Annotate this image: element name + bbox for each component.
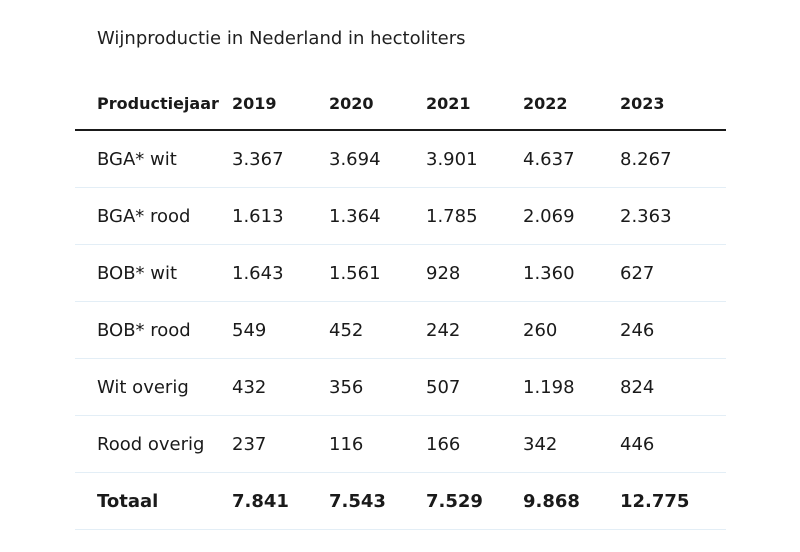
table-cell: 1.364 [329,187,426,245]
table-cell: 1.360 [523,244,620,302]
table-cell: 3.367 [232,130,329,188]
wine-production-table: Productiejaar 2019 2020 2021 2022 2023 B… [75,78,726,530]
table-cell: 432 [232,358,329,416]
table-cell: 928 [426,244,523,302]
column-header-2021: 2021 [426,78,523,131]
table-cell: 2.069 [523,187,620,245]
total-cell: 12.775 [620,472,726,530]
table-cell: 507 [426,358,523,416]
table-cell: 1.643 [232,244,329,302]
table-row: Wit overig 432 356 507 1.198 824 [75,358,726,416]
table-cell: 824 [620,358,726,416]
row-label: BGA* rood [75,187,232,245]
column-header-productiejaar: Productiejaar [75,78,232,131]
total-cell: 7.543 [329,472,426,530]
table-cell: 356 [329,358,426,416]
total-cell: 7.841 [232,472,329,530]
row-label: BOB* wit [75,244,232,302]
table-cell: 446 [620,415,726,473]
column-header-2020: 2020 [329,78,426,131]
table-row: BOB* wit 1.643 1.561 928 1.360 627 [75,244,726,302]
table-header-row: Productiejaar 2019 2020 2021 2022 2023 [75,78,726,131]
table-caption: Wijnproductie in Nederland in hectoliter… [97,28,466,49]
table-row: BOB* rood 549 452 242 260 246 [75,301,726,359]
table-cell: 1.785 [426,187,523,245]
table-cell: 237 [232,415,329,473]
row-label: BGA* wit [75,130,232,188]
table-cell: 116 [329,415,426,473]
table-row: BGA* rood 1.613 1.364 1.785 2.069 2.363 [75,187,726,245]
table-cell: 342 [523,415,620,473]
table-cell: 627 [620,244,726,302]
table-cell: 8.267 [620,130,726,188]
column-header-2023: 2023 [620,78,726,131]
table-cell: 549 [232,301,329,359]
table-row: Rood overig 237 116 166 342 446 [75,415,726,473]
total-cell: 9.868 [523,472,620,530]
table-cell: 452 [329,301,426,359]
row-label: BOB* rood [75,301,232,359]
row-label: Wit overig [75,358,232,416]
total-row: Totaal 7.841 7.543 7.529 9.868 12.775 [75,472,726,530]
column-header-2019: 2019 [232,78,329,131]
row-label: Rood overig [75,415,232,473]
table-cell: 166 [426,415,523,473]
table-row: BGA* wit 3.367 3.694 3.901 4.637 8.267 [75,130,726,188]
column-header-2022: 2022 [523,78,620,131]
table-cell: 3.901 [426,130,523,188]
table-cell: 246 [620,301,726,359]
table-cell: 1.561 [329,244,426,302]
table-cell: 4.637 [523,130,620,188]
table-cell: 1.613 [232,187,329,245]
table-cell: 1.198 [523,358,620,416]
table-cell: 2.363 [620,187,726,245]
total-cell: 7.529 [426,472,523,530]
table-cell: 242 [426,301,523,359]
total-label: Totaal [75,472,232,530]
table-cell: 260 [523,301,620,359]
table-cell: 3.694 [329,130,426,188]
